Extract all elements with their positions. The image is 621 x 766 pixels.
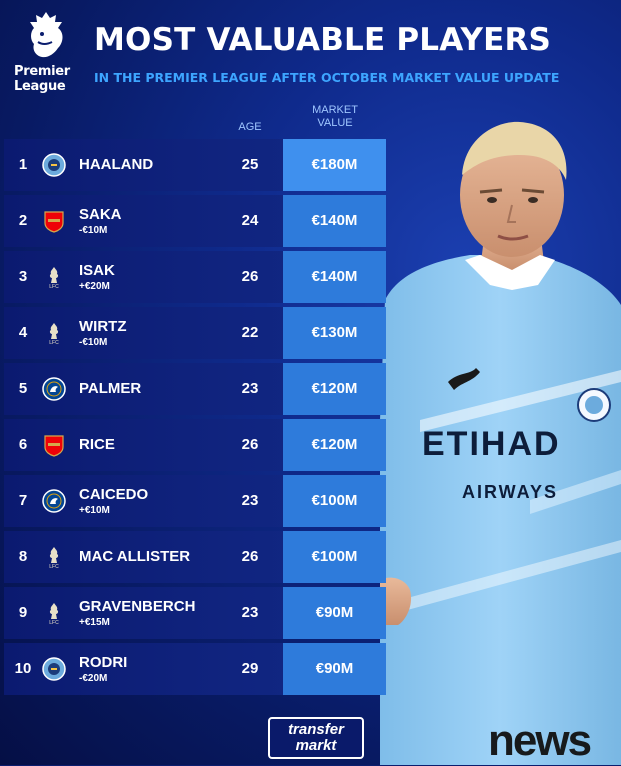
value-change: -€10M	[79, 337, 108, 348]
player-name: MAC ALLISTER	[79, 548, 191, 565]
player-name: RODRI	[79, 654, 128, 671]
liverpool-crest-icon: LFC	[42, 265, 66, 290]
liverpool-crest-icon: LFC	[42, 545, 66, 570]
page-title: MOST VALUABLE PLAYERS	[94, 22, 552, 58]
market-value-cell: €90M	[283, 643, 386, 695]
brand-line-1: transfer	[288, 721, 344, 738]
rank-number: 9	[18, 604, 28, 621]
value-change: +€20M	[79, 281, 110, 292]
market-value-cell: €100M	[283, 475, 386, 527]
rank-number: 4	[18, 324, 28, 341]
lion-crest-icon	[30, 12, 63, 58]
rank-number: 6	[18, 436, 28, 453]
player-age: 23	[241, 380, 259, 397]
table-row: 7 CAICEDO +€10M 23 €100M	[4, 475, 386, 527]
table-row: 2 SAKA -€10M 24 €140M	[4, 195, 386, 247]
liverpool-crest-icon: LFC	[42, 601, 66, 626]
arsenal-crest-icon	[42, 209, 66, 233]
player-age: 25	[241, 156, 259, 173]
value-change: +€10M	[79, 505, 110, 516]
market-value-cell: €180M	[283, 139, 386, 191]
market-value-cell: €130M	[283, 307, 386, 359]
table-row: 6 RICE 26 €120M	[4, 419, 386, 471]
market-value-cell: €100M	[283, 531, 386, 583]
value-change: -€10M	[79, 225, 108, 236]
brand-line-2: markt	[295, 737, 337, 754]
player-name: CAICEDO	[79, 486, 149, 503]
market-value-cell: €120M	[283, 419, 386, 471]
table-row: 10 RODRI -€20M 29 €90M	[4, 643, 386, 695]
table-row: 3 LFC ISAK +€20M 26 €140M	[4, 251, 386, 303]
man-city-crest-icon	[42, 153, 66, 177]
header: Premier League MOST VALUABLE PLAYERS IN …	[0, 0, 621, 110]
market-header-line-1: MARKET	[312, 104, 358, 116]
player-photo: ETIHAD AIRWAYS	[380, 121, 621, 765]
player-age: 29	[241, 660, 259, 677]
rank-number: 7	[18, 492, 28, 509]
table-row: 9 LFC GRAVENBERCH +€15M 23 €90M	[4, 587, 386, 639]
table-row: 1 HAALAND 25 €180M	[4, 139, 386, 191]
market-value-cell: €90M	[283, 587, 386, 639]
player-name: GRAVENBERCH	[79, 598, 196, 615]
market-value-column-header: MARKET VALUE	[300, 104, 370, 130]
player-age: 26	[241, 436, 259, 453]
shirt-sponsor-sub-text: AIRWAYS	[462, 482, 558, 502]
table-row: 8 LFC MAC ALLISTER 26 €100M	[4, 531, 386, 583]
liverpool-crest-icon: LFC	[42, 321, 66, 346]
svg-text:LFC: LFC	[49, 620, 59, 625]
player-age: 26	[241, 268, 259, 285]
rank-number: 10	[14, 660, 32, 677]
player-age: 23	[241, 604, 259, 621]
player-age: 23	[241, 492, 259, 509]
player-age: 22	[241, 324, 259, 341]
chelsea-crest-icon	[42, 489, 66, 513]
age-column-header: AGE	[238, 121, 262, 133]
arsenal-crest-icon	[42, 433, 66, 457]
player-name: ISAK	[79, 262, 115, 279]
table-row: 4 LFC WIRTZ -€10M 22 €130M	[4, 307, 386, 359]
player-name: HAALAND	[79, 156, 154, 173]
market-value-cell: €120M	[283, 363, 386, 415]
rank-number: 1	[18, 156, 28, 173]
table-row: 5 PALMER 23 €120M	[4, 363, 386, 415]
premier-league-logo: Premier League	[14, 10, 84, 102]
value-change: -€20M	[79, 673, 108, 684]
player-name: RICE	[79, 436, 115, 453]
logo-line-1: Premier	[14, 64, 70, 79]
transfermarkt-logo: transfer markt	[268, 717, 364, 759]
svg-text:LFC: LFC	[49, 284, 59, 289]
rank-number: 8	[18, 548, 28, 565]
logo-line-2: League	[14, 79, 66, 94]
rank-number: 2	[18, 212, 28, 229]
premier-league-wordmark: Premier League	[14, 64, 84, 94]
chelsea-crest-icon	[42, 377, 66, 401]
player-age: 24	[241, 212, 259, 229]
player-name: PALMER	[79, 380, 142, 397]
rank-number: 3	[18, 268, 28, 285]
player-name: WIRTZ	[79, 318, 127, 335]
player-age: 26	[241, 548, 259, 565]
player-name: SAKA	[79, 206, 122, 223]
man-city-crest-icon	[42, 657, 66, 681]
value-change: +€15M	[79, 617, 110, 628]
shirt-sponsor-text: ETIHAD	[422, 425, 561, 463]
svg-text:LFC: LFC	[49, 340, 59, 345]
svg-text:LFC: LFC	[49, 564, 59, 569]
market-value-cell: €140M	[283, 251, 386, 303]
rank-number: 5	[18, 380, 28, 397]
news-watermark: news	[488, 716, 592, 765]
market-value-cell: €140M	[283, 195, 386, 247]
market-header-line-2: VALUE	[317, 117, 353, 129]
page-subtitle: IN THE PREMIER LEAGUE AFTER OCTOBER MARK…	[94, 70, 560, 85]
